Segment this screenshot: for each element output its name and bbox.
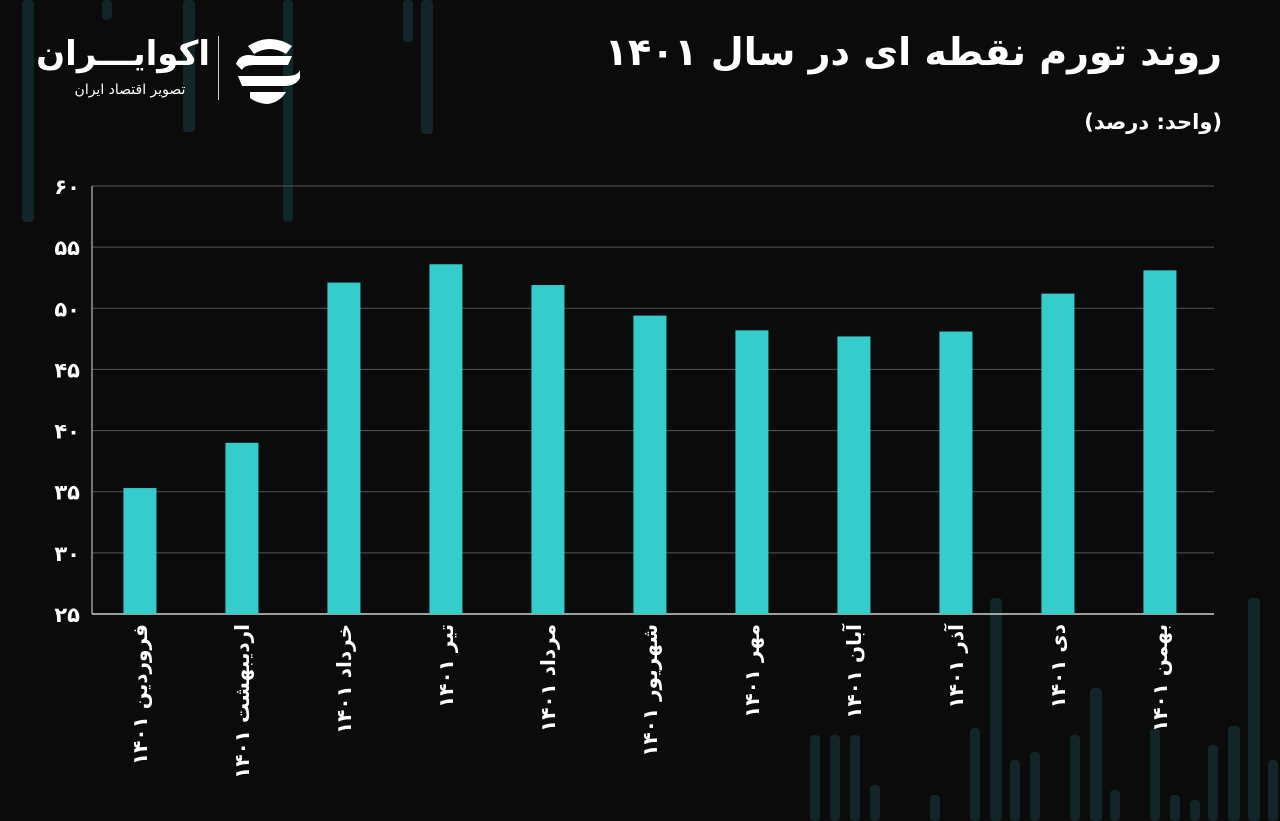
bar-9 bbox=[1041, 293, 1075, 614]
category-label: شهریور ۱۴۰۱ bbox=[638, 624, 662, 757]
logo-name: اکوایـــران bbox=[36, 34, 210, 74]
decor-bar-12 bbox=[1030, 752, 1040, 821]
y-tick-label: ۳۵ bbox=[54, 481, 80, 505]
decor-bar-5 bbox=[421, 0, 433, 134]
y-tick-label: ۶۰ bbox=[54, 175, 80, 199]
decor-bar-15 bbox=[830, 735, 840, 821]
ekoiran-logo-mark-icon bbox=[236, 39, 300, 104]
logo-divider bbox=[218, 36, 219, 100]
decor-bar-20 bbox=[1110, 790, 1120, 821]
bar-5 bbox=[633, 315, 667, 614]
decor-bar-0 bbox=[22, 0, 34, 222]
bar-3 bbox=[429, 264, 463, 614]
decor-bar-8 bbox=[1248, 598, 1260, 821]
y-tick-label: ۲۵ bbox=[54, 603, 80, 627]
bar-4 bbox=[531, 285, 565, 614]
chart-title: روند تورم نقطه ای در سال ۱۴۰۱ bbox=[604, 30, 1222, 74]
decor-bar-2 bbox=[183, 0, 195, 132]
decor-bar-22 bbox=[1170, 795, 1180, 821]
unit-label: (واحد: درصد) bbox=[1084, 110, 1222, 134]
y-tick-label: ۴۵ bbox=[54, 358, 80, 382]
category-label: مهر ۱۴۰۱ bbox=[740, 624, 764, 718]
decor-bar-24 bbox=[1208, 745, 1218, 821]
y-axis-ticks: ۲۵ ۳۰ ۳۵ ۴۰ ۴۵ ۵۰ ۵۵ ۶۰ bbox=[54, 175, 80, 627]
bar-6 bbox=[735, 330, 769, 614]
decor-bar-13 bbox=[970, 728, 980, 821]
category-label: آذر ۱۴۰۱ bbox=[943, 623, 968, 709]
decor-bar-10 bbox=[1268, 760, 1278, 821]
bar-10 bbox=[1143, 270, 1177, 614]
y-tick-label: ۳۰ bbox=[54, 542, 80, 566]
decor-bar-18 bbox=[930, 795, 940, 821]
decor-bar-19 bbox=[1070, 735, 1080, 821]
y-tick-label: ۴۰ bbox=[54, 420, 80, 444]
category-label: خرداد ۱۴۰۱ bbox=[332, 624, 356, 734]
y-tick-label: ۵۰ bbox=[54, 297, 80, 321]
bar-8 bbox=[939, 331, 973, 614]
bar-2 bbox=[327, 282, 361, 614]
decor-bar-23 bbox=[1190, 800, 1200, 821]
decor-bar-9 bbox=[1228, 726, 1240, 821]
x-axis-labels: فروردین ۱۴۰۱ اردیبهشت ۱۴۰۱ خرداد ۱۴۰۱ تیر ۱… bbox=[128, 623, 1172, 779]
category-label: آبان ۱۴۰۱ bbox=[841, 623, 866, 719]
category-label: بهمن ۱۴۰۱ bbox=[1148, 624, 1172, 732]
decor-bar-3 bbox=[283, 0, 293, 222]
decor-bar-6 bbox=[990, 598, 1002, 821]
bar-layer bbox=[123, 264, 1177, 614]
decor-bar-14 bbox=[810, 735, 820, 821]
brand-logo: اکوایـــران تصویر اقتصاد ایران bbox=[36, 34, 310, 109]
logo-tagline: تصویر اقتصاد ایران bbox=[74, 82, 186, 98]
y-tick-label: ۵۵ bbox=[54, 236, 80, 260]
decor-bar-11 bbox=[1010, 760, 1020, 821]
category-label: فروردین ۱۴۰۱ bbox=[128, 624, 152, 765]
category-label: اردیبهشت ۱۴۰۱ bbox=[230, 624, 254, 779]
bar-7 bbox=[837, 336, 871, 614]
decor-bar-21 bbox=[1150, 728, 1160, 821]
category-label: تیر ۱۴۰۱ bbox=[434, 624, 458, 708]
category-label: دی ۱۴۰۱ bbox=[1046, 624, 1070, 708]
decor-bar-4 bbox=[403, 0, 413, 42]
decor-bar-1 bbox=[102, 0, 112, 20]
bar-0 bbox=[123, 488, 157, 614]
decor-bar-16 bbox=[850, 735, 860, 821]
category-label: مرداد ۱۴۰۱ bbox=[536, 624, 560, 732]
bar-1 bbox=[225, 442, 259, 614]
decor-bar-7 bbox=[1090, 688, 1102, 821]
decor-bar-17 bbox=[870, 785, 880, 821]
